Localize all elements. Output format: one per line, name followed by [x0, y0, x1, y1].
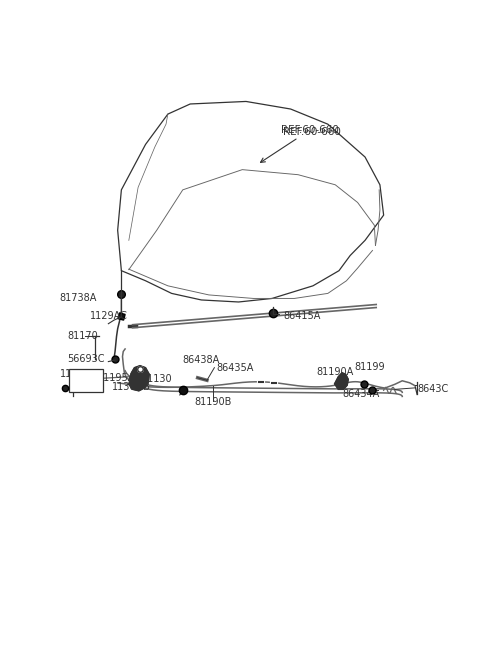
Text: 86438A: 86438A [183, 355, 220, 365]
Text: 81170: 81170 [67, 331, 98, 341]
Text: 8643C: 8643C [417, 384, 448, 394]
Text: 56693C: 56693C [67, 354, 105, 364]
Text: 81130: 81130 [142, 375, 172, 384]
Text: 81738A: 81738A [60, 293, 97, 304]
Text: 81190A: 81190A [317, 367, 354, 377]
Text: 86415A: 86415A [283, 311, 321, 321]
Text: 81190B: 81190B [194, 397, 231, 407]
Polygon shape [129, 365, 149, 391]
Text: 1129AC: 1129AC [90, 311, 128, 321]
Text: 86435A: 86435A [216, 363, 253, 373]
Text: REF.60-660: REF.60-660 [283, 127, 341, 136]
Text: 86434A: 86434A [343, 390, 380, 400]
Text: 81199: 81199 [354, 361, 384, 372]
Polygon shape [335, 373, 348, 390]
Text: 1130DB: 1130DB [60, 369, 99, 379]
Bar [69, 369, 103, 392]
Text: 81195A: 81195A [97, 373, 134, 383]
Text: REF.60-660: REF.60-660 [261, 125, 339, 163]
Text: 1130DB: 1130DB [112, 382, 151, 392]
